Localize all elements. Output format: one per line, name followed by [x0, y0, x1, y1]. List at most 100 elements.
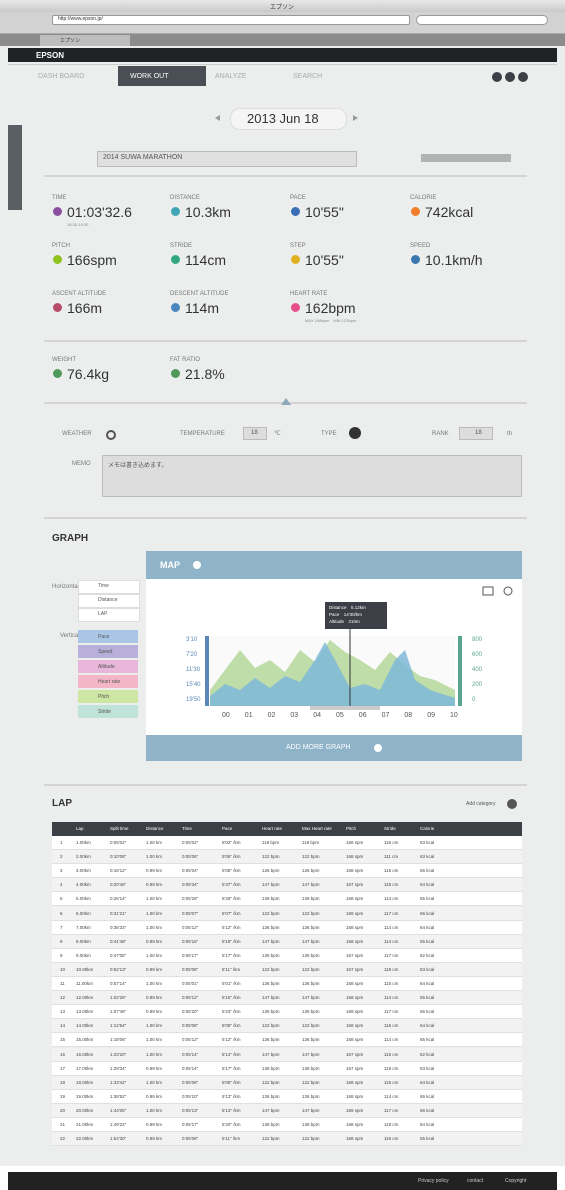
footer-link[interactable]: Copyright	[505, 1178, 527, 1184]
zoom-icon[interactable]	[503, 586, 513, 596]
option-label[interactable]: Stride	[98, 709, 112, 715]
table-cell: 139 bpm	[262, 1009, 280, 1015]
add-category-icon[interactable]	[507, 799, 517, 809]
table-cell: 169 spm	[346, 1107, 364, 1113]
nav-tab[interactable]: WORK OUT	[130, 73, 169, 80]
collapse-arrow[interactable]	[281, 398, 291, 405]
map-plus[interactable]	[193, 561, 201, 569]
icon[interactable]	[492, 72, 502, 82]
stat-icon	[53, 207, 62, 216]
memo-field[interactable]	[102, 455, 522, 497]
option[interactable]	[78, 645, 138, 658]
input[interactable]	[459, 427, 493, 440]
option-label[interactable]: Distance	[98, 597, 118, 603]
icon[interactable]	[505, 72, 515, 82]
nav-tab[interactable]: ANALYZE	[215, 73, 247, 80]
table-cell: 0:20'46"	[110, 882, 127, 888]
side-tabs[interactable]	[8, 125, 22, 210]
nav-tab[interactable]: DASH BOARD	[38, 73, 85, 80]
table-cell: 167 spm	[346, 966, 364, 972]
temperature-value[interactable]: 18	[251, 430, 258, 436]
table-cell: 115 cm	[384, 981, 399, 986]
stat-label: STEP	[290, 243, 306, 249]
rank-value[interactable]: 18	[475, 430, 482, 436]
scrollbar[interactable]	[310, 706, 380, 710]
footer-link[interactable]: Privacy policy	[418, 1178, 449, 1184]
table-cell: 7.00km	[76, 924, 91, 930]
sun-icon	[106, 430, 116, 440]
table-cell: 167 spm	[346, 1065, 364, 1071]
option[interactable]	[78, 608, 140, 622]
option[interactable]	[78, 690, 138, 703]
option[interactable]	[78, 705, 138, 718]
add-plus[interactable]	[374, 744, 382, 752]
table-cell: 6	[60, 910, 63, 916]
table-row	[52, 1061, 522, 1076]
type-icon[interactable]	[349, 427, 361, 439]
option-label[interactable]: Pitch	[98, 694, 110, 700]
table-cell: 168 spm	[346, 924, 364, 930]
area-series	[210, 642, 455, 706]
option[interactable]	[78, 594, 140, 608]
address-bar[interactable]	[52, 15, 410, 25]
search-box[interactable]	[416, 15, 548, 25]
table-cell: 5'17" /km	[222, 1065, 241, 1071]
tool-icons[interactable]	[421, 154, 511, 162]
share-icons[interactable]	[421, 72, 528, 162]
table-cell: 5'02" /km	[222, 840, 241, 845]
table-cell: 14	[60, 1023, 66, 1029]
table-cell: 0:05'14"	[182, 1065, 199, 1071]
table-cell: 21	[60, 1122, 66, 1127]
icon[interactable]	[518, 72, 528, 82]
window-title: エプソン	[270, 5, 295, 11]
table-row	[52, 850, 522, 865]
option-label[interactable]: Heart rate	[98, 679, 121, 685]
add-category[interactable]: Add category	[466, 801, 496, 807]
table-cell: 147 bpm	[262, 995, 280, 1001]
course-name[interactable]: 2014 SUWA MARATHON	[103, 154, 183, 161]
option[interactable]	[78, 580, 140, 594]
option[interactable]	[78, 660, 138, 673]
map-title[interactable]: MAP	[160, 560, 180, 570]
next-arrow[interactable]	[353, 115, 358, 121]
table-cell: 1.00 km	[146, 1037, 163, 1043]
stat-value: 742kcal	[425, 204, 474, 220]
option-label[interactable]: Altitude	[98, 664, 115, 670]
footer-link[interactable]: contact	[467, 1178, 484, 1184]
x-tick-label: 09	[427, 712, 435, 719]
option-label[interactable]: Speed	[98, 649, 113, 655]
label: Horizontal	[52, 584, 80, 590]
stat-value: 114m	[185, 300, 219, 316]
table-row	[52, 1103, 522, 1118]
table-cell: 62 kcal	[420, 952, 435, 958]
table-cell: 0:05'08"	[182, 1023, 199, 1029]
memo-text[interactable]: メモは書き込めます。	[108, 463, 168, 469]
prev-arrow[interactable]	[215, 115, 220, 121]
course-field[interactable]	[97, 151, 357, 167]
y-tick-label: 3'10	[186, 637, 198, 643]
column-header: Pitch	[346, 826, 357, 831]
add-graph-bar[interactable]	[146, 735, 522, 761]
table-cell: 147 bpm	[302, 995, 320, 1001]
option-label[interactable]: Pace	[98, 634, 110, 640]
y2-tick-label: 600	[472, 652, 483, 658]
tab-title[interactable]: エプソン	[60, 38, 81, 44]
map-bar[interactable]	[146, 551, 522, 579]
table-cell: 0.99 km	[146, 1065, 163, 1071]
add-graph[interactable]: ADD MORE GRAPH	[286, 744, 351, 751]
nav-active[interactable]	[118, 66, 206, 86]
tab[interactable]	[40, 35, 130, 46]
table-cell: 1:23'20"	[110, 1051, 127, 1057]
play-icon[interactable]	[482, 586, 494, 596]
table-cell: 122 bpm	[302, 1136, 320, 1142]
input[interactable]	[243, 427, 267, 440]
table-cell: 168 spm	[346, 1079, 364, 1085]
nav-tab[interactable]: SEARCH	[293, 73, 323, 80]
option[interactable]	[78, 675, 138, 688]
option-label[interactable]: LAP	[98, 611, 108, 617]
option[interactable]	[78, 630, 138, 643]
option-label[interactable]: Time	[98, 583, 109, 589]
table-cell: 0:05'13"	[182, 1107, 199, 1113]
footer	[8, 1172, 557, 1190]
